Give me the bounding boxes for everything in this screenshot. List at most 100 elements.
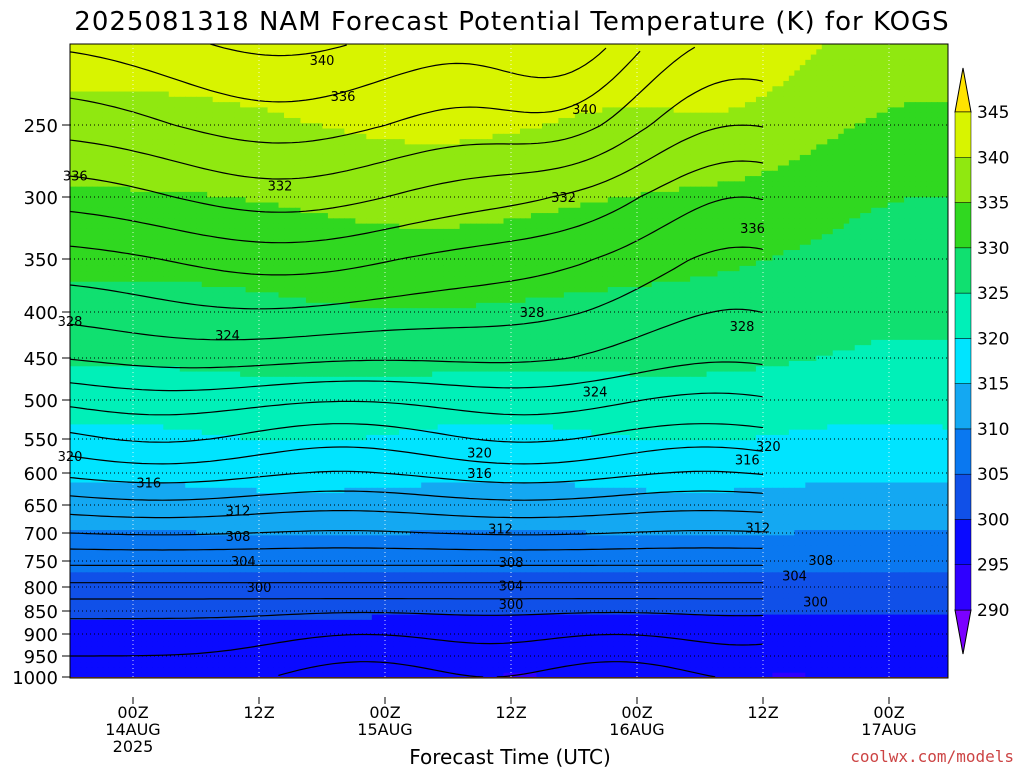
field-cell [783, 176, 790, 182]
field-cell [788, 112, 795, 119]
field-cell [750, 128, 757, 135]
field-cell [690, 170, 697, 177]
field-cell [629, 139, 636, 145]
field-cell [415, 91, 422, 98]
field-cell [750, 91, 757, 98]
field-cell [448, 80, 455, 87]
field-cell [766, 186, 773, 193]
field-cell [783, 65, 790, 72]
field-cell [113, 165, 120, 172]
field-cell [937, 102, 944, 108]
field-cell [393, 139, 400, 145]
field-cell [723, 154, 730, 161]
field-cell [865, 80, 872, 87]
field-cell [788, 59, 795, 66]
field-cell [810, 91, 817, 98]
field-cell [146, 65, 153, 72]
field-cell [443, 149, 450, 156]
field-cell [152, 139, 159, 145]
field-cell [503, 123, 510, 130]
field-cell [404, 44, 411, 50]
field-cell [832, 139, 839, 145]
field-cell [706, 202, 713, 209]
field-cell [201, 176, 208, 182]
field-cell [135, 191, 142, 198]
field-cell [805, 181, 812, 188]
field-cell [629, 128, 636, 135]
field-cell [602, 112, 609, 119]
field-cell [218, 70, 225, 77]
field-cell [371, 191, 378, 198]
field-cell [404, 176, 411, 182]
field-cell [519, 112, 527, 119]
field-cell [443, 112, 450, 119]
field-cell [552, 133, 559, 140]
field-cell [454, 59, 461, 66]
field-cell [344, 54, 351, 61]
field-cell [388, 170, 395, 177]
field-cell [679, 91, 686, 98]
field-cell [772, 197, 779, 204]
field-cell [591, 165, 598, 172]
field-cell [871, 186, 878, 193]
field-cell [646, 96, 653, 103]
field-cell [673, 86, 680, 93]
field-cell [761, 96, 768, 103]
field-cell [882, 75, 889, 82]
field-cell [712, 112, 719, 119]
field-cell [777, 123, 784, 130]
field-cell [146, 86, 153, 93]
field-cell [657, 170, 664, 177]
field-cell [300, 133, 307, 140]
field-cell [377, 75, 384, 82]
field-cell [251, 117, 258, 124]
field-cell [552, 65, 559, 72]
field-cell [530, 123, 538, 130]
field-cell [547, 96, 554, 103]
field-cell [267, 54, 274, 61]
field-cell [459, 91, 466, 98]
field-cell [821, 91, 828, 98]
field-cell [201, 128, 208, 135]
field-cell [174, 49, 181, 56]
field-cell [327, 133, 334, 140]
field-cell [503, 144, 510, 151]
field-cell [355, 112, 362, 119]
field-cell [305, 86, 313, 93]
field-cell [366, 154, 373, 161]
field-cell [267, 149, 274, 156]
field-cell [926, 107, 933, 114]
field-cell [399, 144, 406, 151]
field-cell [580, 59, 587, 66]
field-cell [723, 91, 730, 98]
field-cell [931, 144, 938, 151]
field-cell [102, 75, 110, 82]
field-cell [415, 139, 422, 145]
field-cell [113, 123, 120, 130]
field-cell [519, 181, 527, 188]
field-cell [558, 176, 565, 182]
field-cell [657, 49, 664, 56]
field-cell [311, 144, 318, 151]
field-cell [783, 154, 790, 161]
field-cell [316, 154, 324, 161]
field-cell [898, 144, 905, 151]
field-cell [596, 49, 603, 56]
field-cell [574, 102, 581, 108]
field-cell [624, 181, 631, 188]
field-cell [492, 128, 499, 135]
field-cell [871, 54, 878, 61]
field-cell [580, 176, 587, 182]
field-cell [898, 107, 905, 114]
field-cell [146, 160, 153, 167]
field-cell [498, 128, 505, 135]
field-cell [871, 160, 878, 167]
field-cell [327, 186, 334, 193]
field-cell [843, 165, 850, 172]
field-cell [937, 181, 944, 188]
field-cell [382, 149, 389, 156]
field-cell [849, 133, 856, 140]
field-cell [432, 186, 439, 193]
field-cell [640, 70, 647, 77]
field-cell [174, 86, 181, 93]
